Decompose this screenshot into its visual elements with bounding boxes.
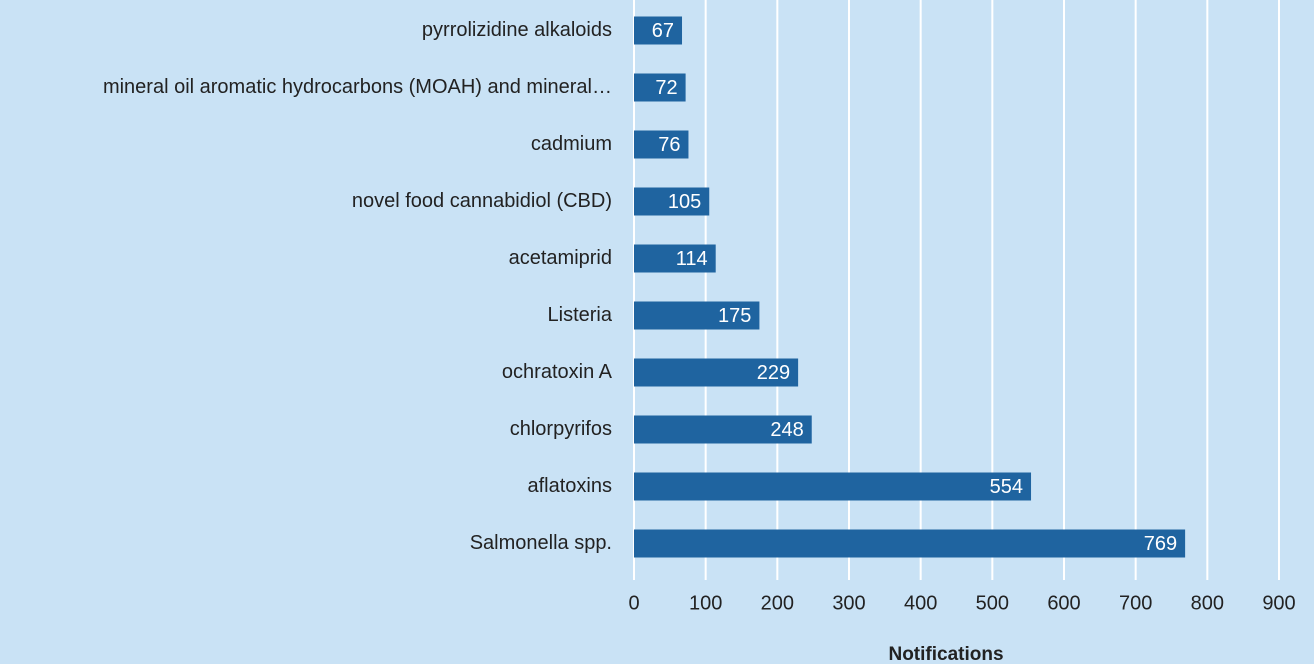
- x-tick-label: 700: [1119, 592, 1152, 614]
- value-label: 76: [658, 134, 680, 156]
- y-tick-label: pyrrolizidine alkaloids: [422, 19, 612, 41]
- bar: [634, 358, 799, 387]
- value-label: 554: [990, 476, 1023, 498]
- value-label: 72: [655, 77, 677, 99]
- value-label: 67: [652, 20, 674, 42]
- x-axis-title: Notifications: [888, 644, 1003, 664]
- y-tick-label: chlorpyrifos: [510, 418, 612, 440]
- y-tick-label: Salmonella spp.: [470, 532, 612, 554]
- x-tick-label: 100: [689, 592, 722, 614]
- y-tick-label: aflatoxins: [528, 475, 613, 497]
- value-label: 114: [676, 248, 708, 270]
- bar: [634, 244, 716, 273]
- value-label: 105: [668, 191, 701, 213]
- value-label: 175: [718, 305, 751, 327]
- y-tick-label: novel food cannabidiol (CBD): [352, 190, 612, 212]
- bar: [634, 472, 1032, 501]
- value-label: 248: [770, 419, 803, 441]
- bar: [634, 130, 689, 159]
- bar: [634, 73, 686, 102]
- x-tick-label: 600: [1047, 592, 1080, 614]
- y-tick-label: ochratoxin A: [502, 361, 613, 383]
- x-tick-label: 0: [628, 592, 639, 614]
- value-label: 229: [757, 362, 790, 384]
- x-tick-label: 900: [1262, 592, 1295, 614]
- x-tick-label: 200: [761, 592, 794, 614]
- bar: [634, 16, 683, 45]
- x-tick-label: 800: [1191, 592, 1224, 614]
- x-tick-label: 500: [976, 592, 1009, 614]
- bar: [634, 529, 1186, 558]
- y-tick-label: acetamiprid: [509, 247, 612, 269]
- bar: [634, 301, 760, 330]
- x-tick-label: 300: [832, 592, 865, 614]
- x-tick-label: 400: [904, 592, 937, 614]
- value-label: 769: [1144, 533, 1177, 555]
- bar: [634, 187, 710, 216]
- y-tick-label: mineral oil aromatic hydrocarbons (MOAH)…: [103, 76, 612, 98]
- y-tick-label: cadmium: [531, 133, 612, 155]
- bar: [634, 415, 812, 444]
- y-tick-label: Listeria: [548, 304, 613, 326]
